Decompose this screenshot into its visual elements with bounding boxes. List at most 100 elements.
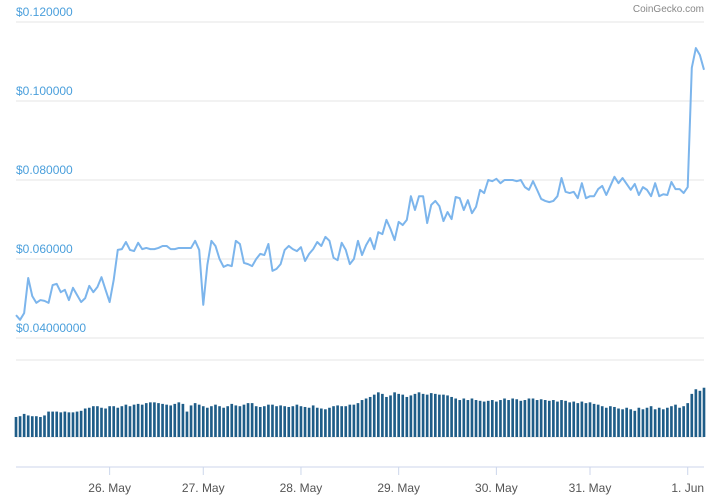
- volume-bar: [527, 398, 531, 437]
- volume-bar: [299, 406, 303, 437]
- volume-bar: [206, 407, 209, 437]
- volume-bar: [507, 400, 510, 437]
- volume-bar: [311, 405, 315, 437]
- volume-bar: [144, 403, 148, 437]
- volume-bar: [523, 400, 527, 437]
- volume-bar: [592, 403, 596, 437]
- volume-bar: [531, 398, 535, 437]
- volume-bar: [35, 416, 38, 437]
- volume-bar: [271, 404, 274, 437]
- volume-bar: [596, 404, 600, 437]
- volume-bar: [30, 416, 34, 437]
- volume-bar: [26, 415, 30, 437]
- price-line: [15, 47, 705, 321]
- volume-bar: [51, 411, 54, 437]
- credit: CoinGecko.com: [633, 4, 704, 15]
- volume-bar: [666, 407, 669, 437]
- volume-bar: [71, 412, 75, 437]
- volume-bar: [389, 395, 392, 437]
- x-tick-label: 31. May: [569, 481, 612, 495]
- volume-bar: [503, 398, 506, 437]
- volume-bar: [511, 398, 514, 437]
- volume-bar: [157, 403, 160, 437]
- volume-bar: [307, 407, 311, 437]
- volume-bar: [421, 393, 425, 437]
- volume-bar: [568, 402, 571, 437]
- volume-bar: [372, 394, 376, 437]
- volume-bar: [59, 412, 63, 437]
- y-tick-label: $0.04000000: [16, 321, 86, 335]
- volume-bar: [625, 407, 628, 437]
- volume-bar: [132, 404, 136, 437]
- volume-bar: [279, 405, 282, 437]
- volume-bar: [18, 416, 22, 437]
- volume-bar: [275, 406, 278, 437]
- volume-bar: [254, 406, 258, 437]
- volume-bar: [609, 406, 612, 437]
- volume-bar: [242, 404, 246, 437]
- volume-bar: [291, 406, 295, 437]
- volume-bar: [657, 407, 661, 437]
- volume-bar: [450, 396, 453, 437]
- volume-bar: [185, 411, 189, 437]
- volume-bar: [454, 398, 457, 437]
- volume-bar: [320, 408, 323, 437]
- volume-bar: [352, 404, 356, 437]
- volume-bar: [600, 406, 604, 437]
- volume-bar: [474, 400, 478, 437]
- volume-bar: [393, 392, 396, 437]
- x-tick-label: 29. May: [377, 481, 420, 495]
- volume-bar: [303, 406, 307, 437]
- volume-bar: [425, 394, 429, 437]
- volume-bar: [22, 413, 26, 437]
- volume-bar: [641, 409, 645, 437]
- volume-bar: [584, 403, 588, 437]
- volume-bar: [446, 395, 449, 437]
- volume-bar: [197, 404, 201, 437]
- volume-bar: [128, 406, 132, 437]
- volume-bar: [368, 396, 372, 437]
- volume-bar: [645, 407, 649, 437]
- x-tick-label: 27. May: [182, 481, 225, 495]
- volume-bar: [55, 411, 59, 437]
- volume-bar: [315, 407, 319, 437]
- volume-bar: [136, 403, 140, 437]
- volume-bar: [552, 400, 555, 437]
- volume-bar: [258, 406, 262, 437]
- volume-bar: [250, 403, 254, 437]
- volume-bar: [429, 393, 433, 437]
- volume-bar: [413, 393, 417, 437]
- volume-bar: [112, 406, 116, 437]
- volume-bar: [336, 405, 339, 437]
- volume-bar: [580, 401, 584, 437]
- volume-bar: [364, 398, 368, 437]
- volume-bar: [230, 403, 234, 437]
- volume-bar: [124, 404, 128, 437]
- volume-bar: [515, 399, 519, 437]
- volume-bar: [63, 411, 67, 437]
- volume-bar: [104, 408, 107, 437]
- y-tick-label: $0.120000: [16, 5, 73, 19]
- volume-bar: [47, 411, 50, 437]
- volume-bar: [283, 406, 287, 437]
- volume-bar: [466, 400, 470, 437]
- volume-bar: [543, 400, 547, 437]
- volume-bar: [108, 406, 111, 437]
- volume-bar: [401, 394, 405, 437]
- volume-bar: [486, 400, 490, 437]
- volume-bar: [462, 398, 466, 437]
- volume-bar: [539, 399, 543, 437]
- volume-bar: [405, 396, 409, 437]
- volume-bar: [560, 400, 563, 437]
- volume-bar: [14, 416, 18, 437]
- volume-bar: [613, 406, 616, 437]
- volume-bar: [43, 415, 46, 437]
- volume-bar: [39, 416, 42, 437]
- volume-bar: [75, 411, 79, 437]
- volume-bar: [222, 407, 225, 437]
- volume-bar: [698, 390, 702, 437]
- volume-bar: [442, 394, 445, 437]
- volume-bar: [535, 400, 539, 437]
